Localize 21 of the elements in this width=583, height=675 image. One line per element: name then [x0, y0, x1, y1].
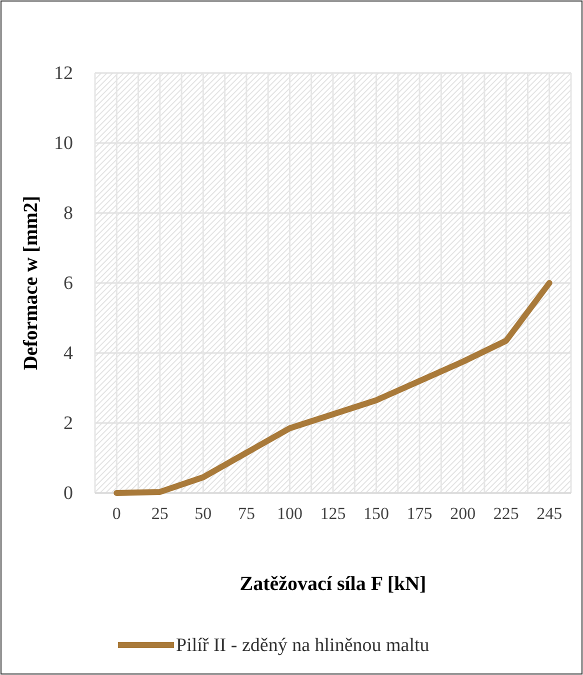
x-tick-label: 100: [276, 504, 302, 524]
y-tick-label: 8: [64, 203, 73, 224]
x-tick-label: 125: [320, 504, 346, 524]
x-tick-label: 0: [112, 504, 121, 524]
y-tick-label: 4: [64, 343, 74, 364]
x-tick-label: 200: [450, 504, 476, 524]
legend-label: Pilíř II - zděný na hliněnou maltu: [176, 635, 430, 656]
y-tick-label: 12: [54, 63, 73, 84]
y-tick-label: 10: [54, 133, 73, 154]
y-tick-label: 6: [64, 273, 73, 294]
x-tick-label: 225: [493, 504, 519, 524]
x-axis-title: Zatěžovací síla F [kN]: [240, 573, 426, 595]
x-tick-label: 245: [536, 504, 562, 524]
y-tick-label: 2: [64, 413, 73, 434]
y-tick-label: 0: [64, 483, 73, 504]
y-axis-title: Deformace w [mm2]: [20, 196, 42, 370]
x-tick-label: 50: [194, 504, 212, 524]
x-tick-label: 175: [406, 504, 432, 524]
x-tick-label: 150: [364, 504, 390, 524]
x-tick-label: 25: [151, 504, 168, 524]
x-tick-label: 75: [238, 504, 255, 524]
